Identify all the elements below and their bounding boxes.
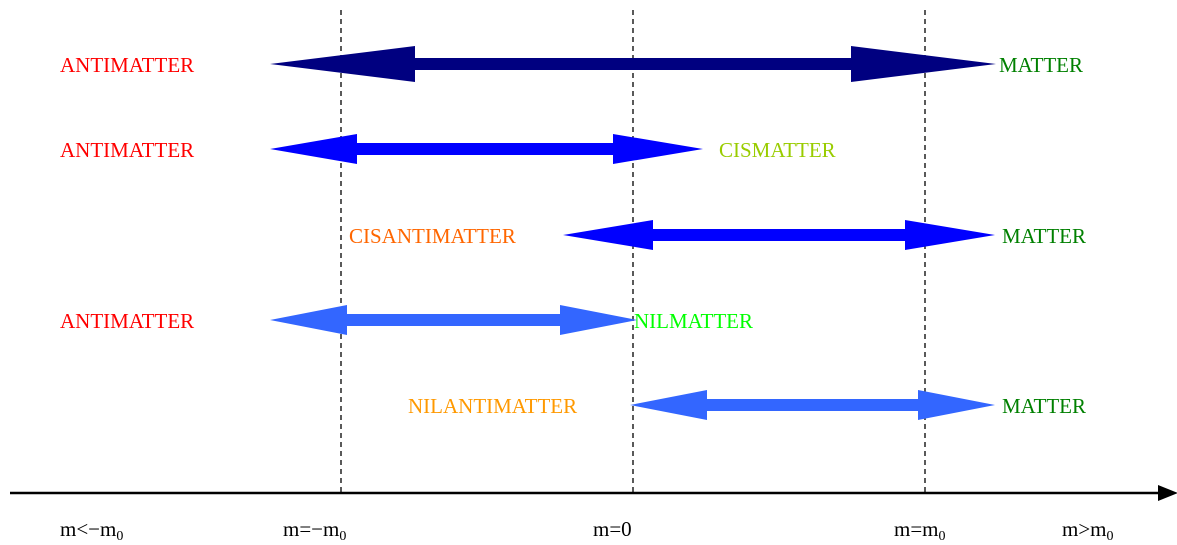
double-arrow-antimatter-nilmatter	[270, 305, 637, 335]
axis-label-less-than-minus-m0: m<−m0	[60, 517, 123, 544]
axis-label-plus-m0: m=m0	[894, 517, 946, 544]
label-cismatter: CISMATTER	[719, 138, 836, 162]
label-matter: MATTER	[1002, 224, 1086, 248]
label-matter: MATTER	[999, 53, 1083, 77]
label-antimatter: ANTIMATTER	[60, 309, 194, 333]
label-nilantimatter: NILANTIMATTER	[408, 394, 577, 418]
double-arrow-antimatter-matter	[270, 46, 996, 82]
double-arrow-antimatter-cismatter	[270, 134, 703, 164]
label-cisantimatter: CISANTIMATTER	[349, 224, 516, 248]
double-arrow-cisantimatter-matter	[563, 220, 995, 250]
label-nilmatter: NILMATTER	[634, 309, 753, 333]
mass-axis-arrowhead	[1158, 485, 1177, 501]
label-matter: MATTER	[1002, 394, 1086, 418]
axis-label-greater-than-m0: m>m0	[1062, 517, 1114, 544]
label-antimatter: ANTIMATTER	[60, 53, 194, 77]
axis-label-zero: m=0	[593, 517, 632, 541]
label-antimatter: ANTIMATTER	[60, 138, 194, 162]
double-arrow-nilantimatter-matter	[630, 390, 995, 420]
axis-label-minus-m0: m=−m0	[283, 517, 346, 544]
